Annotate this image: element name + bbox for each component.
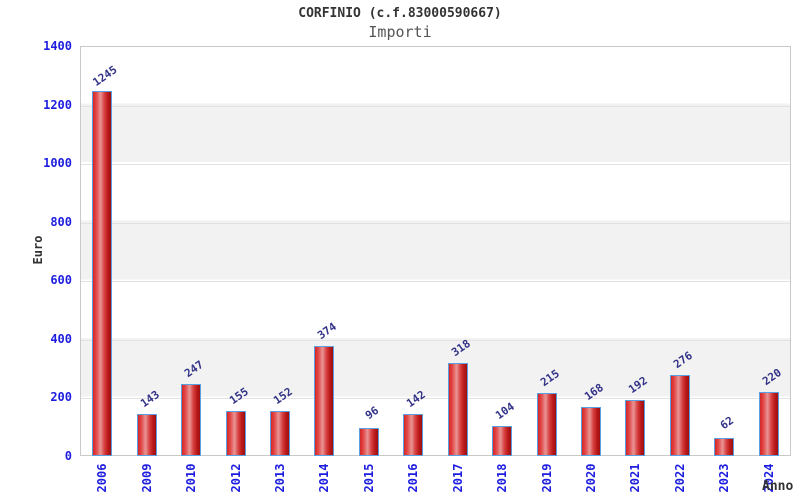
chart-title: CORFINIO (c.f.83000590667)	[298, 6, 502, 21]
y-tick-label: 400	[50, 331, 72, 346]
bar-2022	[669, 375, 690, 456]
x-tick-label-2013: 2013	[272, 463, 287, 493]
y-tick-label: 200	[50, 390, 72, 405]
bar-2009	[136, 414, 157, 456]
bar-2024	[758, 391, 779, 456]
gridline-1000	[81, 164, 790, 166]
bar-2018	[492, 425, 513, 456]
gridline-1200	[81, 105, 790, 107]
x-tick-label-2023: 2023	[717, 463, 732, 493]
bar-2015	[358, 427, 379, 456]
gridline-200	[81, 398, 790, 400]
bar-2023	[714, 437, 735, 456]
gridline-400	[81, 339, 790, 341]
bar-2014	[314, 346, 335, 456]
y-tick-label: 800	[50, 214, 72, 229]
y-tick-label: 600	[50, 273, 72, 288]
y-tick-label: 1400	[43, 39, 72, 53]
x-tick-label-2015: 2015	[361, 463, 376, 493]
y-axis-title: Euro	[31, 235, 45, 265]
x-tick-label-2006: 2006	[95, 463, 110, 493]
x-tick-label-2021: 2021	[628, 463, 643, 493]
x-tick-label-2016: 2016	[406, 463, 421, 493]
x-tick-label-2012: 2012	[228, 463, 243, 493]
x-axis-title: Anno	[762, 479, 794, 494]
bar-2017	[447, 362, 468, 456]
bar-2010	[181, 383, 202, 456]
x-tick-label-2019: 2019	[539, 463, 554, 493]
x-tick-label-2020: 2020	[584, 463, 599, 493]
y-tick-label: 1200	[43, 97, 72, 112]
chart-subtitle: Importi	[368, 23, 432, 41]
x-tick-label-2022: 2022	[672, 463, 687, 493]
x-tick-label-2014: 2014	[317, 463, 332, 493]
bar-2006	[92, 91, 113, 456]
bar-2016	[403, 414, 424, 456]
gridline-800	[81, 222, 790, 224]
gridline-600	[81, 281, 790, 283]
bar-2019	[536, 393, 557, 456]
x-tick-label-2018: 2018	[495, 463, 510, 493]
bar-2013	[269, 411, 290, 456]
x-tick-label-2009: 2009	[139, 463, 154, 493]
x-tick-label-2017: 2017	[450, 463, 465, 493]
y-tick-label: 1000	[43, 156, 72, 171]
bar-2020	[581, 406, 602, 456]
bar-2012	[225, 410, 246, 456]
bar-2021	[625, 399, 646, 456]
y-tick-label: 0	[64, 449, 72, 463]
x-tick-label-2010: 2010	[184, 463, 199, 493]
